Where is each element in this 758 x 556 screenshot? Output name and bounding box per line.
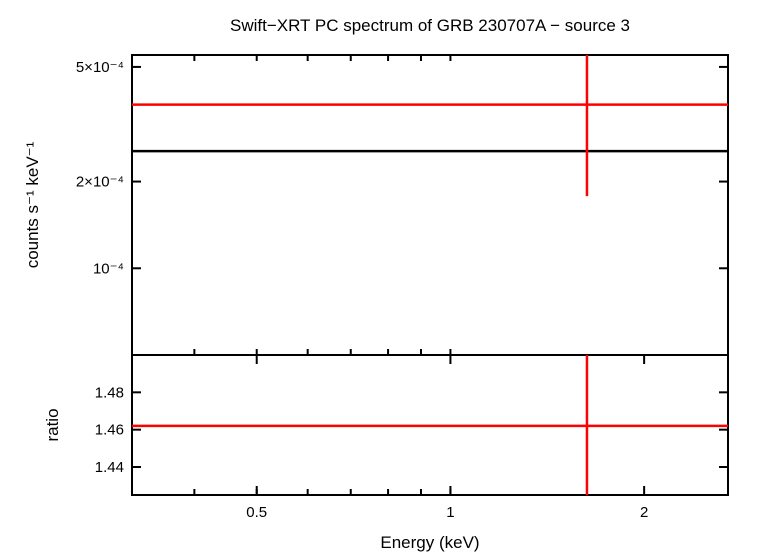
top-panel-yticks: 10⁻⁴ 2×10⁻⁴ 5×10⁻⁴	[76, 59, 728, 277]
top-panel-data	[132, 55, 728, 196]
chart-container: Swift−XRT PC spectrum of GRB 230707A − s…	[0, 0, 758, 556]
bottom-panel-yticks: 1.44 1.46 1.48	[95, 384, 728, 476]
chart-title: Swift−XRT PC spectrum of GRB 230707A − s…	[230, 16, 630, 35]
svg-text:1.44: 1.44	[95, 459, 124, 476]
bottom-panel-data	[132, 355, 728, 495]
svg-text:1.48: 1.48	[95, 384, 124, 401]
svg-text:2×10⁻⁴: 2×10⁻⁴	[76, 174, 124, 191]
svg-text:5×10⁻⁴: 5×10⁻⁴	[76, 59, 124, 76]
top-panel-ylabel: counts s⁻¹ keV⁻¹	[23, 141, 42, 268]
svg-text:0.5: 0.5	[246, 504, 267, 521]
top-panel-xminor-ticks	[194, 55, 450, 355]
chart-svg: Swift−XRT PC spectrum of GRB 230707A − s…	[0, 0, 758, 556]
svg-text:1.46: 1.46	[95, 422, 124, 439]
bottom-panel-ylabel: ratio	[43, 408, 62, 441]
svg-text:10⁻⁴: 10⁻⁴	[93, 260, 124, 277]
svg-text:1: 1	[446, 504, 454, 521]
top-panel-frame	[132, 55, 728, 355]
svg-text:2: 2	[640, 504, 648, 521]
x-axis-label: Energy (keV)	[380, 533, 479, 552]
